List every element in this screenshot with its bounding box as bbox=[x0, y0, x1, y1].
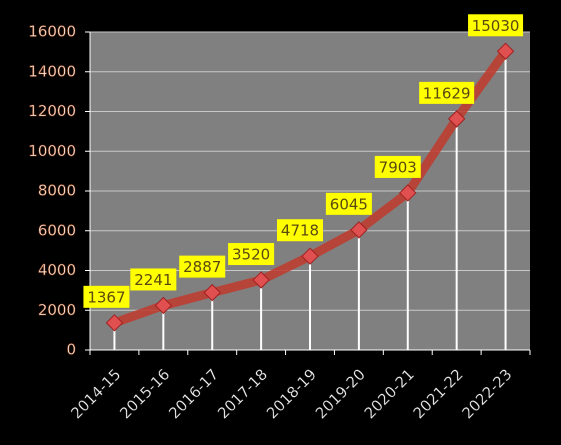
data-label-box bbox=[83, 285, 130, 308]
y-tick-label: 4000 bbox=[38, 261, 76, 279]
marker bbox=[399, 184, 417, 202]
marker bbox=[301, 247, 319, 265]
data-label-box bbox=[277, 219, 323, 242]
marker bbox=[350, 221, 368, 239]
data-label: 1367 bbox=[87, 288, 125, 306]
data-label: 4718 bbox=[281, 222, 319, 240]
y-tick-label: 10000 bbox=[28, 142, 76, 160]
data-label-box bbox=[374, 155, 421, 178]
data-label-box bbox=[419, 81, 475, 104]
marker bbox=[203, 283, 221, 302]
data-label: 2887 bbox=[183, 258, 221, 276]
data-label-box bbox=[325, 192, 372, 215]
data-label: 15030 bbox=[472, 17, 520, 35]
data-label: 7903 bbox=[379, 158, 417, 176]
data-label-box bbox=[228, 243, 275, 266]
data-label-box bbox=[130, 268, 177, 291]
data-label: 6045 bbox=[330, 195, 368, 213]
data-label: 11629 bbox=[423, 84, 471, 102]
y-tick-label: 0 bbox=[66, 341, 76, 359]
marker bbox=[447, 110, 466, 128]
y-tick-label: 2000 bbox=[38, 301, 76, 319]
y-tick-label: 16000 bbox=[28, 23, 76, 41]
data-label: 3520 bbox=[232, 246, 270, 264]
marker bbox=[154, 296, 173, 315]
data-label: 2241 bbox=[134, 271, 172, 289]
data-label-box bbox=[468, 14, 524, 37]
y-tick-label: 14000 bbox=[28, 62, 76, 80]
data-label-box bbox=[179, 255, 226, 278]
marker bbox=[496, 42, 515, 60]
y-tick-label: 6000 bbox=[38, 221, 76, 239]
y-tick-label: 8000 bbox=[38, 182, 76, 200]
marker bbox=[105, 314, 124, 332]
marker bbox=[252, 271, 270, 289]
y-tick-label: 12000 bbox=[28, 102, 76, 120]
